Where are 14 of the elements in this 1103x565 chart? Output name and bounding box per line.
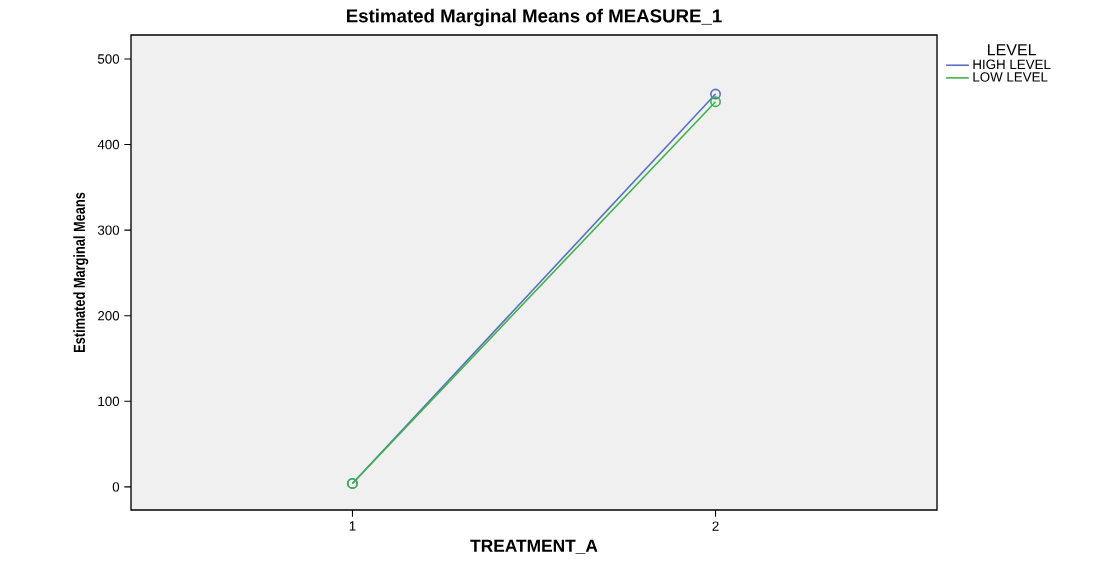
chart-title: Estimated Marginal Means of MEASURE_1 xyxy=(346,8,722,27)
x-tick-label: 2 xyxy=(712,521,719,531)
legend-title: LEVEL xyxy=(988,44,1036,56)
y-tick-label: 400 xyxy=(97,139,120,150)
y-tick-label: 200 xyxy=(98,311,120,321)
y-tick-label: 300 xyxy=(97,225,120,235)
y-tick-label: 100 xyxy=(98,396,120,407)
y-tick-label: 0 xyxy=(112,482,120,492)
legend-label: LOW LEVEL xyxy=(973,72,1048,82)
legend-label: HIGH LEVEL xyxy=(973,59,1051,70)
y-axis-title: Estimated Marginal Means xyxy=(73,192,89,353)
y-tick-label: 500 xyxy=(97,54,120,64)
x-tick-label: 1 xyxy=(349,521,356,531)
x-axis-title: TREATMENT_A xyxy=(470,539,598,554)
